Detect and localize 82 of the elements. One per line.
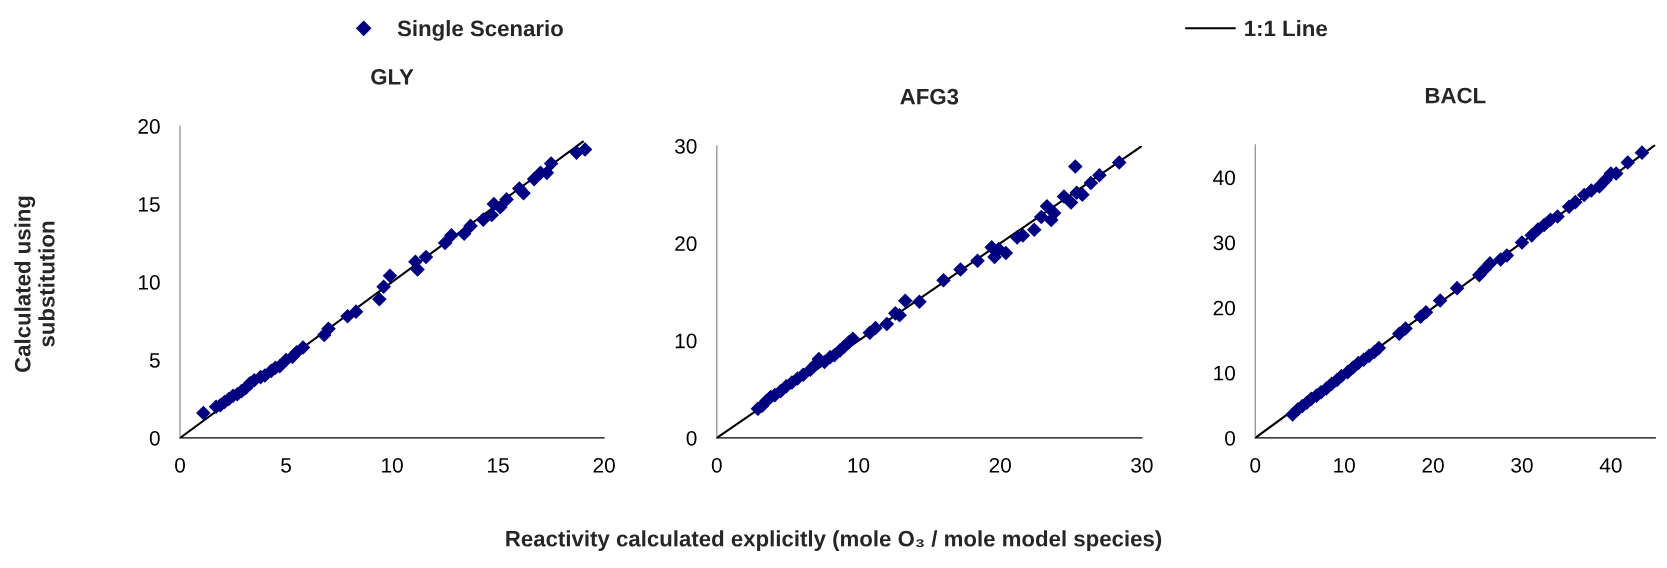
point <box>845 331 861 346</box>
point <box>1398 321 1413 336</box>
x-tick-label: 30 <box>1131 457 1153 473</box>
point <box>1083 175 1099 191</box>
point <box>516 185 531 201</box>
point <box>1550 209 1565 224</box>
x-tick-label: 40 <box>1599 457 1622 473</box>
point <box>543 156 559 171</box>
y-tick-label: 20 <box>138 119 160 134</box>
point <box>475 212 491 227</box>
x-tick-label: 20 <box>989 457 1011 473</box>
point <box>879 316 895 332</box>
y-tick-label: 20 <box>675 236 697 252</box>
point <box>1568 194 1583 210</box>
y-tick-label: 0 <box>686 430 697 446</box>
point <box>348 304 364 319</box>
x-tick-label: 15 <box>488 458 509 473</box>
point <box>970 253 985 269</box>
point <box>1449 280 1465 296</box>
y-tick-label: 0 <box>149 430 160 446</box>
point <box>463 218 478 234</box>
x-tick-label: 10 <box>848 457 870 473</box>
point <box>196 405 211 421</box>
point <box>1034 209 1049 225</box>
y-tick-label: 10 <box>139 275 160 290</box>
point <box>1039 199 1055 214</box>
point <box>953 262 968 277</box>
point <box>1371 340 1387 356</box>
point <box>444 227 459 243</box>
point <box>1634 145 1650 160</box>
point <box>340 309 355 324</box>
x-tick-label: 20 <box>1422 457 1444 473</box>
point <box>868 320 883 336</box>
point <box>1063 195 1079 210</box>
y-tick-label: 5 <box>149 353 160 368</box>
point <box>1432 293 1448 308</box>
point <box>1482 256 1498 271</box>
point <box>1620 155 1636 170</box>
x-tick-label: 5 <box>281 458 291 473</box>
point <box>897 293 913 308</box>
chart-title: GLY <box>371 68 414 85</box>
point <box>998 245 1014 261</box>
point <box>1111 155 1127 170</box>
legend-label: 1:1 Line <box>1245 20 1327 37</box>
point <box>437 235 453 251</box>
point <box>410 262 425 277</box>
point <box>484 207 500 223</box>
x-tick-label: 30 <box>1511 457 1533 473</box>
chart-title: AFG3 <box>900 88 959 105</box>
point <box>372 291 387 307</box>
x-tick-label: 0 <box>175 457 186 473</box>
chart-title: BACL <box>1425 87 1486 104</box>
x-tick-label: 0 <box>711 457 722 473</box>
y-tick-label: 20 <box>1213 300 1235 316</box>
point <box>499 192 514 207</box>
point <box>577 142 593 157</box>
x-tick-label: 0 <box>1250 457 1261 473</box>
y-tick-label: 0 <box>1225 430 1235 446</box>
y-tick-label: 30 <box>1213 235 1235 251</box>
x-tick-label: 20 <box>593 457 615 473</box>
point <box>912 294 927 309</box>
point <box>1092 167 1107 183</box>
y-tick-label: 10 <box>1214 365 1235 381</box>
point <box>382 268 398 284</box>
point <box>418 249 434 265</box>
point <box>1499 248 1515 263</box>
point <box>376 279 391 294</box>
point <box>1026 222 1042 237</box>
point <box>1068 159 1083 174</box>
x-tick-label: 10 <box>1334 457 1355 473</box>
point <box>295 340 311 355</box>
point <box>1514 235 1530 250</box>
legend-label: Single Scenario <box>397 20 563 41</box>
x-axis-title: Reactivity calculated explicitly (mole O₃ / mole model species) <box>506 530 1162 551</box>
x-tick-label: 10 <box>382 457 403 473</box>
y-tick-label: 15 <box>139 197 160 212</box>
point <box>936 272 951 288</box>
y-tick-label: 10 <box>675 333 697 349</box>
y-tick-label: 30 <box>674 138 697 154</box>
point <box>456 226 472 241</box>
y-tick-label: 40 <box>1213 170 1235 186</box>
y-axis-title: Calculated using substitution <box>14 196 55 372</box>
